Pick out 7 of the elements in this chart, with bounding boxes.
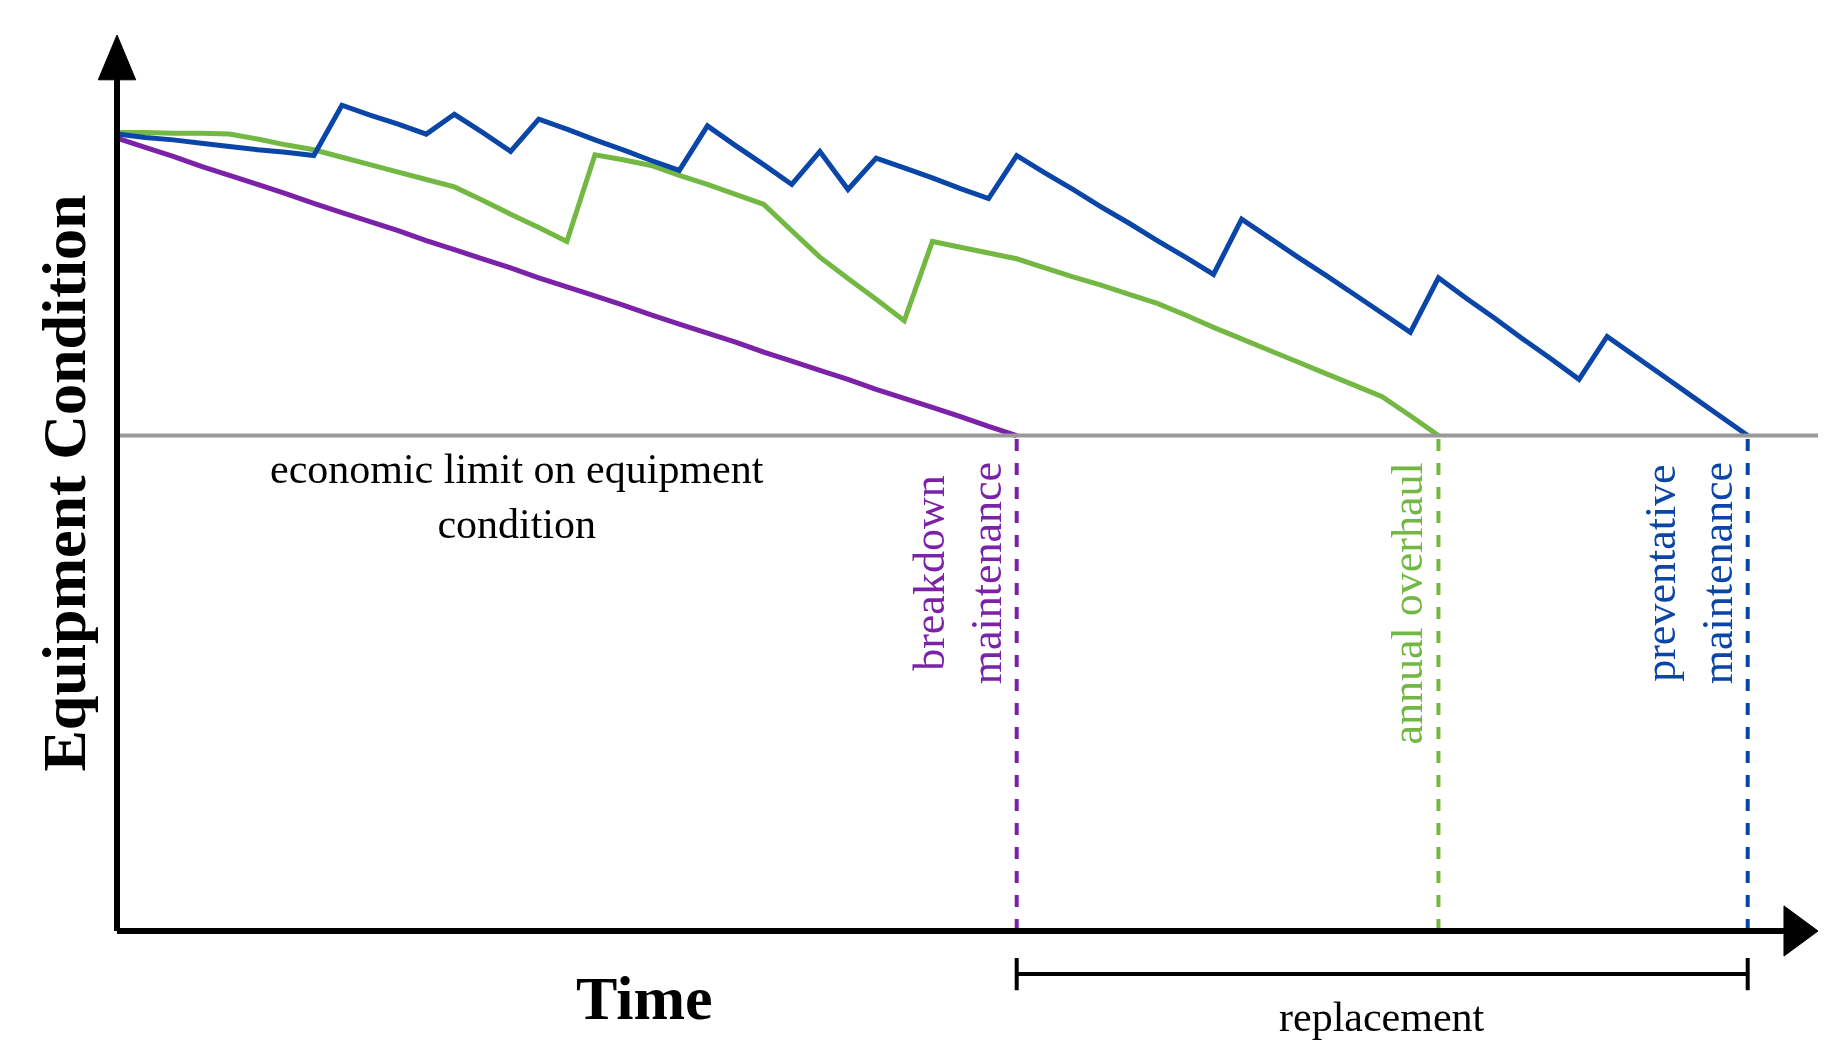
text: breakdown maintenance <box>905 461 1012 685</box>
ref-line-label: economic limit on equipment condition <box>270 446 764 547</box>
text: annual overhaul <box>1383 462 1433 745</box>
text: preventative maintenance <box>1636 461 1743 685</box>
x-axis-title: Time <box>576 964 713 1032</box>
text: replacement <box>1279 994 1485 1040</box>
y-axis-title: Equipment Condition <box>29 194 98 772</box>
